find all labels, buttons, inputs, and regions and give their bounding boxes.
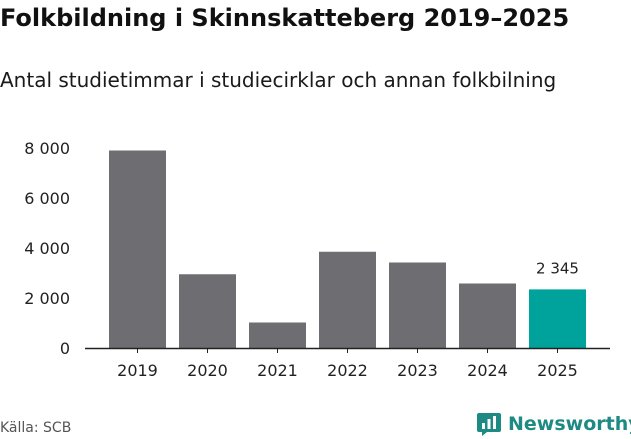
- x-tick-label: 2024: [467, 361, 508, 380]
- x-tick-label: 2023: [397, 361, 438, 380]
- chart-subtitle: Antal studietimmar i studiecirklar och a…: [0, 68, 557, 92]
- y-tick-label: 0: [60, 339, 70, 358]
- bar-2023: [389, 262, 446, 348]
- x-tick-label: 2019: [117, 361, 158, 380]
- bar-2025: [529, 289, 586, 348]
- bar-2024: [459, 283, 516, 348]
- brand-name: Newsworthy: [508, 413, 631, 435]
- x-tick-label: 2025: [537, 361, 578, 380]
- x-tick-label: 2022: [327, 361, 368, 380]
- x-tick-label: 2021: [257, 361, 298, 380]
- y-tick-label: 8 000: [24, 139, 70, 158]
- y-tick-label: 2 000: [24, 289, 70, 308]
- chart-title: Folkbildning i Skinnskatteberg 2019–2025: [0, 4, 570, 32]
- x-tick-label: 2020: [187, 361, 228, 380]
- chart-logo-icon: [477, 413, 501, 436]
- bar-2019: [109, 150, 166, 348]
- source-note: Källa: SCB: [0, 420, 72, 436]
- bar-2022: [319, 251, 376, 348]
- bar-chart: 0 2 000 4 000 6 000 8 000 2019 2020 2021 2022 202…: [24, 139, 610, 380]
- bar-2020: [179, 274, 236, 348]
- data-label: 2 345: [536, 259, 579, 277]
- bar-2021: [249, 322, 306, 348]
- y-tick-label: 4 000: [24, 239, 70, 258]
- y-tick-label: 6 000: [24, 189, 70, 208]
- brand-logo: Newsworthy: [476, 410, 631, 438]
